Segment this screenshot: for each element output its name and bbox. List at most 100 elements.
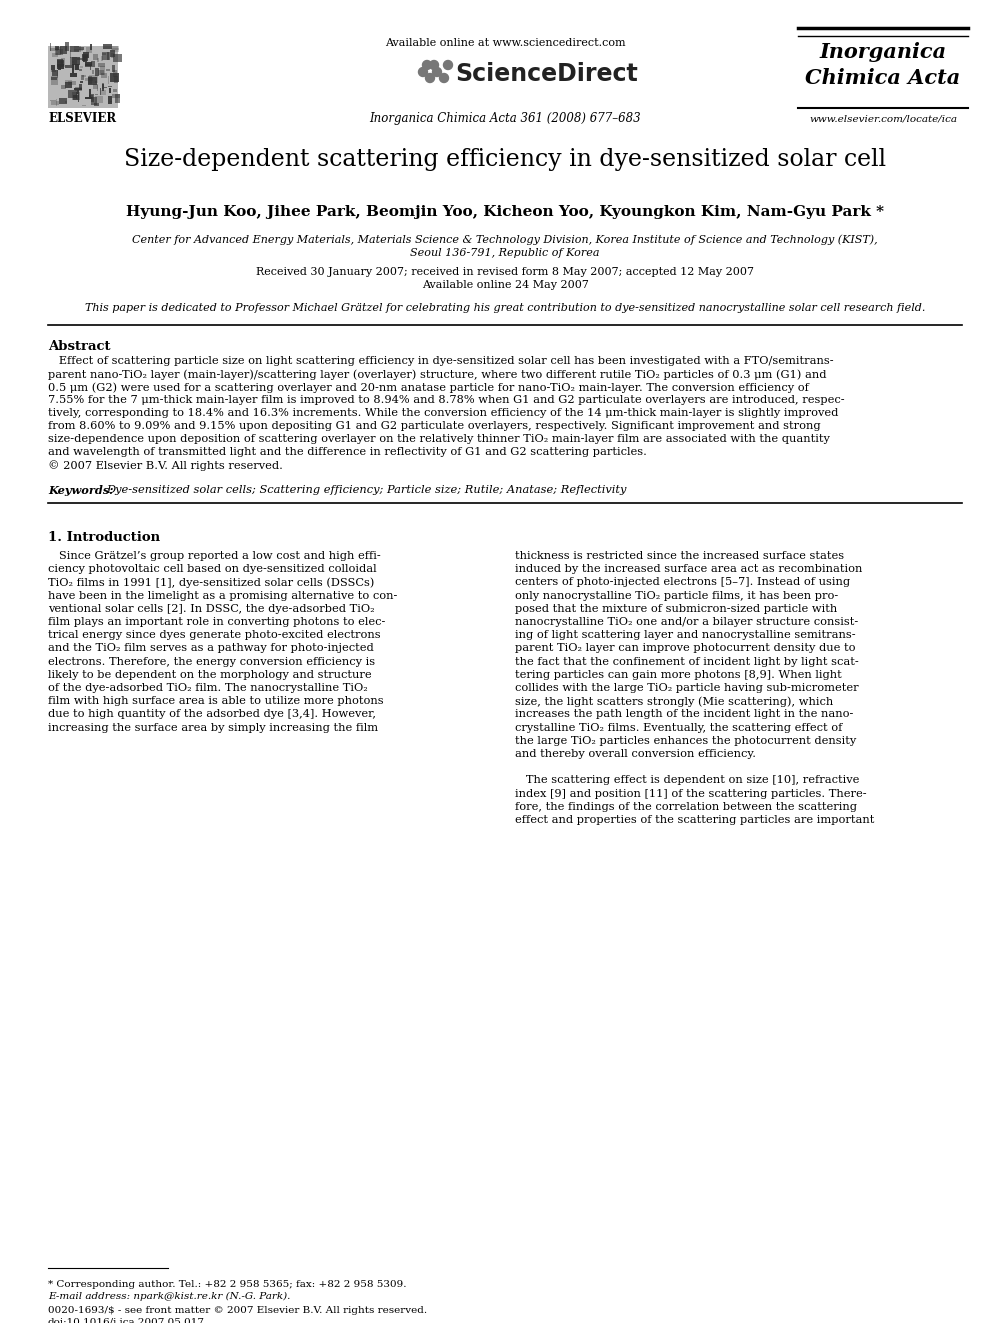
Bar bbox=[75, 93, 76, 99]
Bar bbox=[56, 99, 58, 106]
Text: parent nano-TiO₂ layer (main-layer)/scattering layer (overlayer) structure, wher: parent nano-TiO₂ layer (main-layer)/scat… bbox=[48, 369, 826, 380]
Bar bbox=[56, 49, 63, 56]
Bar bbox=[85, 62, 91, 66]
Bar bbox=[104, 87, 106, 89]
Text: Available online at www.sciencedirect.com: Available online at www.sciencedirect.co… bbox=[385, 38, 625, 48]
Text: Chimica Acta: Chimica Acta bbox=[806, 67, 960, 89]
Text: centers of photo-injected electrons [5–7]. Instead of using: centers of photo-injected electrons [5–7… bbox=[515, 577, 850, 587]
Bar bbox=[60, 45, 67, 54]
Bar bbox=[97, 58, 99, 62]
Bar bbox=[89, 75, 98, 83]
Bar bbox=[57, 64, 63, 69]
Text: 1. Introduction: 1. Introduction bbox=[48, 531, 160, 544]
Bar bbox=[59, 61, 64, 62]
Bar bbox=[102, 44, 112, 49]
Bar bbox=[83, 57, 86, 62]
Bar bbox=[53, 70, 58, 77]
Bar bbox=[83, 56, 87, 62]
Circle shape bbox=[430, 61, 438, 70]
Text: effect and properties of the scattering particles are important: effect and properties of the scattering … bbox=[515, 815, 874, 826]
Circle shape bbox=[423, 61, 432, 70]
Bar bbox=[74, 65, 79, 70]
Bar bbox=[57, 60, 63, 66]
Text: Hyung-Jun Koo, Jihee Park, Beomjin Yoo, Kicheon Yoo, Kyoungkon Kim, Nam-Gyu Park: Hyung-Jun Koo, Jihee Park, Beomjin Yoo, … bbox=[126, 205, 884, 220]
Text: ing of light scattering layer and nanocrystalline semitrans-: ing of light scattering layer and nanocr… bbox=[515, 630, 856, 640]
Bar bbox=[79, 69, 82, 71]
Bar bbox=[96, 85, 98, 91]
Text: Dye-sensitized solar cells; Scattering efficiency; Particle size; Rutile; Anatas: Dye-sensitized solar cells; Scattering e… bbox=[106, 486, 626, 495]
Bar bbox=[78, 83, 82, 90]
Bar bbox=[60, 98, 67, 103]
Text: * Corresponding author. Tel.: +82 2 958 5365; fax: +82 2 958 5309.: * Corresponding author. Tel.: +82 2 958 … bbox=[48, 1279, 407, 1289]
Text: Since Grätzel’s group reported a low cost and high effi-: Since Grätzel’s group reported a low cos… bbox=[48, 550, 381, 561]
Bar bbox=[113, 70, 117, 77]
Bar bbox=[100, 66, 105, 74]
Circle shape bbox=[439, 74, 448, 82]
Bar bbox=[102, 83, 104, 91]
Bar bbox=[64, 65, 72, 67]
Bar bbox=[80, 66, 82, 69]
Text: of the dye-adsorbed TiO₂ film. The nanocrystalline TiO₂: of the dye-adsorbed TiO₂ film. The nanoc… bbox=[48, 683, 368, 693]
Bar bbox=[58, 70, 59, 78]
Text: parent TiO₂ layer can improve photocurrent density due to: parent TiO₂ layer can improve photocurre… bbox=[515, 643, 855, 654]
Bar bbox=[109, 89, 111, 93]
Text: This paper is dedicated to Professor Michael Grätzel for celebrating his great c: This paper is dedicated to Professor Mic… bbox=[84, 303, 926, 314]
Text: TiO₂ films in 1991 [1], dye-sensitized solar cells (DSSCs): TiO₂ films in 1991 [1], dye-sensitized s… bbox=[48, 577, 374, 587]
Bar bbox=[52, 53, 59, 57]
Bar bbox=[73, 46, 80, 52]
Bar bbox=[51, 77, 59, 85]
Circle shape bbox=[426, 74, 434, 82]
Bar bbox=[51, 65, 55, 70]
Text: due to high quantity of the adsorbed dye [3,4]. However,: due to high quantity of the adsorbed dye… bbox=[48, 709, 376, 720]
Text: Inorganica: Inorganica bbox=[819, 42, 946, 62]
Bar bbox=[110, 50, 115, 57]
Text: Available online 24 May 2007: Available online 24 May 2007 bbox=[422, 280, 588, 290]
Bar bbox=[72, 61, 73, 64]
Bar bbox=[112, 89, 117, 93]
Text: nanocrystalline TiO₂ one and/or a bilayer structure consist-: nanocrystalline TiO₂ one and/or a bilaye… bbox=[515, 617, 858, 627]
Bar bbox=[106, 69, 109, 71]
Bar bbox=[73, 65, 79, 70]
Bar bbox=[72, 95, 79, 101]
Text: www.elsevier.com/locate/ica: www.elsevier.com/locate/ica bbox=[809, 115, 957, 124]
Bar bbox=[88, 77, 97, 85]
Bar bbox=[114, 94, 120, 103]
Bar bbox=[50, 42, 52, 50]
Text: Inorganica Chimica Acta 361 (2008) 677–683: Inorganica Chimica Acta 361 (2008) 677–6… bbox=[369, 112, 641, 124]
Bar bbox=[95, 69, 98, 75]
Bar bbox=[70, 73, 77, 77]
Text: only nanocrystalline TiO₂ particle films, it has been pro-: only nanocrystalline TiO₂ particle films… bbox=[515, 590, 838, 601]
Circle shape bbox=[443, 61, 452, 70]
Text: E-mail address: npark@kist.re.kr (N.-G. Park).: E-mail address: npark@kist.re.kr (N.-G. … bbox=[48, 1293, 291, 1301]
Circle shape bbox=[419, 67, 428, 77]
Bar bbox=[111, 53, 114, 58]
Bar bbox=[70, 57, 76, 65]
Bar bbox=[57, 58, 62, 66]
Bar bbox=[108, 95, 112, 105]
Text: ELSEVIER: ELSEVIER bbox=[49, 112, 117, 124]
Bar bbox=[74, 87, 82, 91]
Bar bbox=[111, 48, 119, 52]
Bar bbox=[80, 82, 83, 83]
Bar bbox=[95, 97, 103, 103]
Text: trical energy since dyes generate photo-excited electrons: trical energy since dyes generate photo-… bbox=[48, 630, 381, 640]
Bar bbox=[90, 61, 95, 66]
Bar bbox=[82, 56, 88, 57]
Bar bbox=[89, 66, 91, 70]
Bar bbox=[81, 105, 86, 106]
Bar bbox=[89, 89, 90, 97]
Bar bbox=[101, 90, 106, 95]
Text: doi:10.1016/j.ica.2007.05.017: doi:10.1016/j.ica.2007.05.017 bbox=[48, 1318, 205, 1323]
Text: induced by the increased surface area act as recombination: induced by the increased surface area ac… bbox=[515, 564, 862, 574]
Text: and wavelength of transmitted light and the difference in reflectivity of G1 and: and wavelength of transmitted light and … bbox=[48, 447, 647, 456]
Bar bbox=[92, 54, 98, 60]
Bar bbox=[91, 97, 97, 106]
Bar bbox=[89, 95, 92, 99]
Text: Size-dependent scattering efficiency in dye-sensitized solar cell: Size-dependent scattering efficiency in … bbox=[124, 148, 886, 171]
Text: 7.55% for the 7 μm-thick main-layer film is improved to 8.94% and 8.78% when G1 : 7.55% for the 7 μm-thick main-layer film… bbox=[48, 396, 844, 405]
Bar bbox=[71, 93, 80, 101]
Text: tively, corresponding to 18.4% and 16.3% increments. While the conversion effici: tively, corresponding to 18.4% and 16.3%… bbox=[48, 407, 838, 418]
Text: Seoul 136-791, Republic of Korea: Seoul 136-791, Republic of Korea bbox=[411, 247, 600, 258]
Bar bbox=[48, 46, 118, 108]
Bar bbox=[74, 49, 82, 52]
